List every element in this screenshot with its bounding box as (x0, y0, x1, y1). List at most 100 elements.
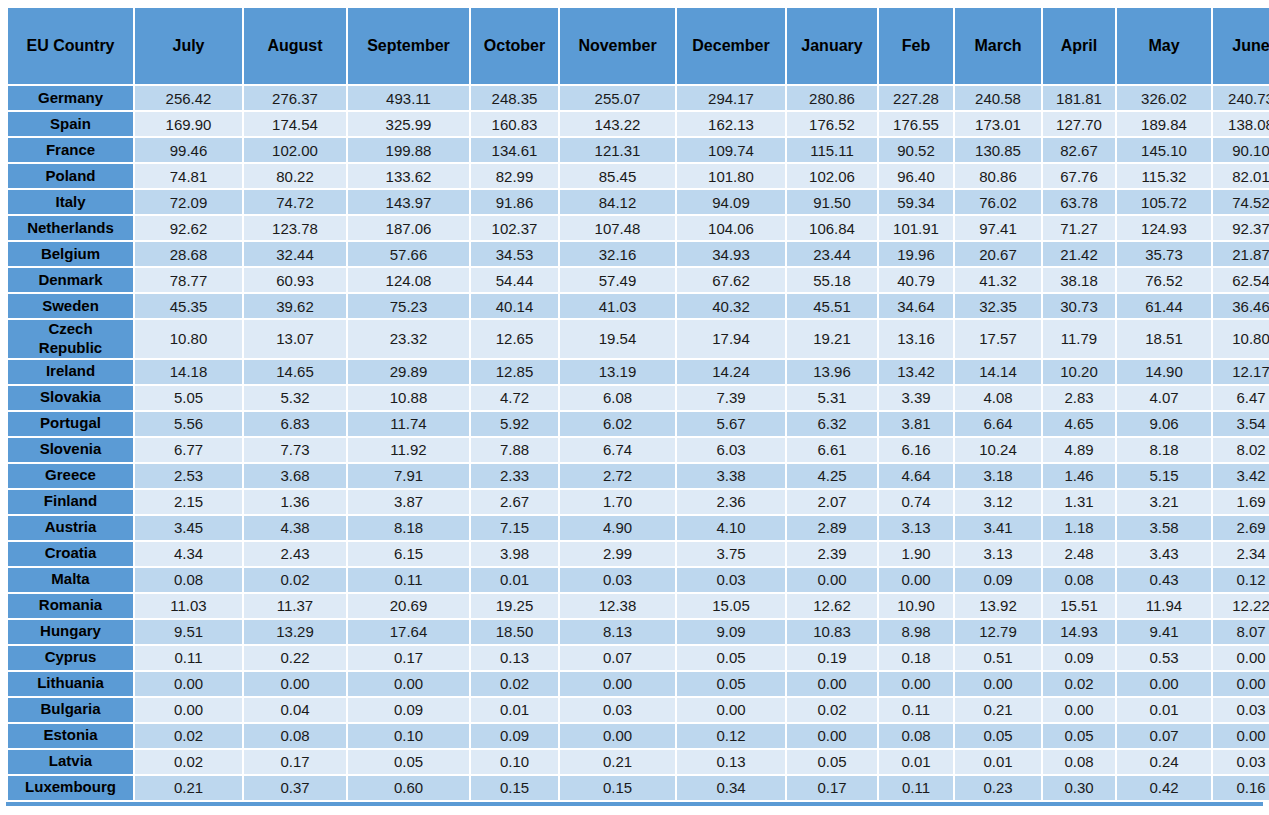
value-cell: 85.45 (560, 164, 675, 188)
value-cell: 4.38 (244, 516, 346, 540)
value-cell: 0.34 (677, 776, 785, 800)
country-cell: Hungary (8, 620, 133, 644)
value-cell: 5.32 (244, 386, 346, 410)
value-cell: 6.47 (1213, 386, 1269, 410)
value-cell: 3.75 (677, 542, 785, 566)
value-cell: 130.85 (955, 138, 1041, 162)
value-cell: 0.21 (955, 698, 1041, 722)
value-cell: 109.74 (677, 138, 785, 162)
value-cell: 0.23 (955, 776, 1041, 800)
value-cell: 134.61 (471, 138, 558, 162)
value-cell: 0.60 (348, 776, 469, 800)
country-cell: Romania (8, 594, 133, 618)
value-cell: 0.00 (879, 672, 953, 696)
value-cell: 0.11 (879, 698, 953, 722)
country-cell: Czech Republic (8, 320, 133, 358)
value-cell: 18.51 (1117, 320, 1211, 358)
value-cell: 0.05 (677, 672, 785, 696)
value-cell: 60.93 (244, 268, 346, 292)
value-cell: 28.68 (135, 242, 242, 266)
value-cell: 7.15 (471, 516, 558, 540)
value-cell: 92.37 (1213, 216, 1269, 240)
country-cell: Italy (8, 190, 133, 214)
table-row: Slovakia5.055.3210.884.726.087.395.313.3… (8, 386, 1269, 410)
value-cell: 8.07 (1213, 620, 1269, 644)
value-cell: 0.11 (348, 568, 469, 592)
value-cell: 187.06 (348, 216, 469, 240)
value-cell: 0.02 (244, 568, 346, 592)
value-cell: 107.48 (560, 216, 675, 240)
country-cell: Ireland (8, 360, 133, 384)
value-cell: 0.18 (879, 646, 953, 670)
value-cell: 0.15 (471, 776, 558, 800)
value-cell: 173.01 (955, 112, 1041, 136)
value-cell: 0.00 (787, 672, 877, 696)
country-cell: Netherlands (8, 216, 133, 240)
value-cell: 90.10 (1213, 138, 1269, 162)
table-row: Malta0.080.020.110.010.030.030.000.000.0… (8, 568, 1269, 592)
value-cell: 124.93 (1117, 216, 1211, 240)
value-cell: 1.69 (1213, 490, 1269, 514)
value-cell: 29.89 (348, 360, 469, 384)
value-cell: 5.56 (135, 412, 242, 436)
value-cell: 2.33 (471, 464, 558, 488)
value-cell: 4.64 (879, 464, 953, 488)
value-cell: 104.06 (677, 216, 785, 240)
value-cell: 11.74 (348, 412, 469, 436)
value-cell: 7.73 (244, 438, 346, 462)
table-row: Greece2.533.687.912.332.723.384.254.643.… (8, 464, 1269, 488)
value-cell: 13.92 (955, 594, 1041, 618)
value-cell: 0.09 (955, 568, 1041, 592)
value-cell: 176.55 (879, 112, 953, 136)
value-cell: 169.90 (135, 112, 242, 136)
value-cell: 34.53 (471, 242, 558, 266)
value-cell: 0.00 (135, 672, 242, 696)
value-cell: 0.05 (348, 750, 469, 774)
value-cell: 121.31 (560, 138, 675, 162)
header-cell-month: August (244, 8, 346, 84)
value-cell: 99.46 (135, 138, 242, 162)
value-cell: 102.06 (787, 164, 877, 188)
value-cell: 3.68 (244, 464, 346, 488)
value-cell: 0.01 (1117, 698, 1211, 722)
table-row: Austria3.454.388.187.154.904.102.893.133… (8, 516, 1269, 540)
value-cell: 17.94 (677, 320, 785, 358)
value-cell: 2.99 (560, 542, 675, 566)
value-cell: 91.86 (471, 190, 558, 214)
value-cell: 0.08 (879, 724, 953, 748)
value-cell: 19.25 (471, 594, 558, 618)
value-cell: 0.08 (1043, 750, 1115, 774)
value-cell: 0.30 (1043, 776, 1115, 800)
value-cell: 0.10 (348, 724, 469, 748)
value-cell: 7.91 (348, 464, 469, 488)
value-cell: 4.08 (955, 386, 1041, 410)
value-cell: 227.28 (879, 86, 953, 110)
value-cell: 160.83 (471, 112, 558, 136)
value-cell: 20.67 (955, 242, 1041, 266)
value-cell: 8.98 (879, 620, 953, 644)
value-cell: 2.48 (1043, 542, 1115, 566)
value-cell: 493.11 (348, 86, 469, 110)
table-row: Sweden45.3539.6275.2340.1441.0340.3245.5… (8, 294, 1269, 318)
value-cell: 4.90 (560, 516, 675, 540)
country-cell: Croatia (8, 542, 133, 566)
country-cell: Slovakia (8, 386, 133, 410)
table-row: Ireland14.1814.6529.8912.8513.1914.2413.… (8, 360, 1269, 384)
value-cell: 14.24 (677, 360, 785, 384)
header-cell-month: September (348, 8, 469, 84)
value-cell: 0.00 (244, 672, 346, 696)
table-bottom-border (6, 802, 1263, 806)
value-cell: 0.09 (471, 724, 558, 748)
country-cell: Austria (8, 516, 133, 540)
value-cell: 0.22 (244, 646, 346, 670)
value-cell: 35.73 (1117, 242, 1211, 266)
value-cell: 0.07 (1117, 724, 1211, 748)
value-cell: 3.58 (1117, 516, 1211, 540)
value-cell: 0.00 (1043, 698, 1115, 722)
value-cell: 0.11 (879, 776, 953, 800)
value-cell: 102.37 (471, 216, 558, 240)
value-cell: 2.07 (787, 490, 877, 514)
value-cell: 55.18 (787, 268, 877, 292)
value-cell: 2.43 (244, 542, 346, 566)
value-cell: 72.09 (135, 190, 242, 214)
